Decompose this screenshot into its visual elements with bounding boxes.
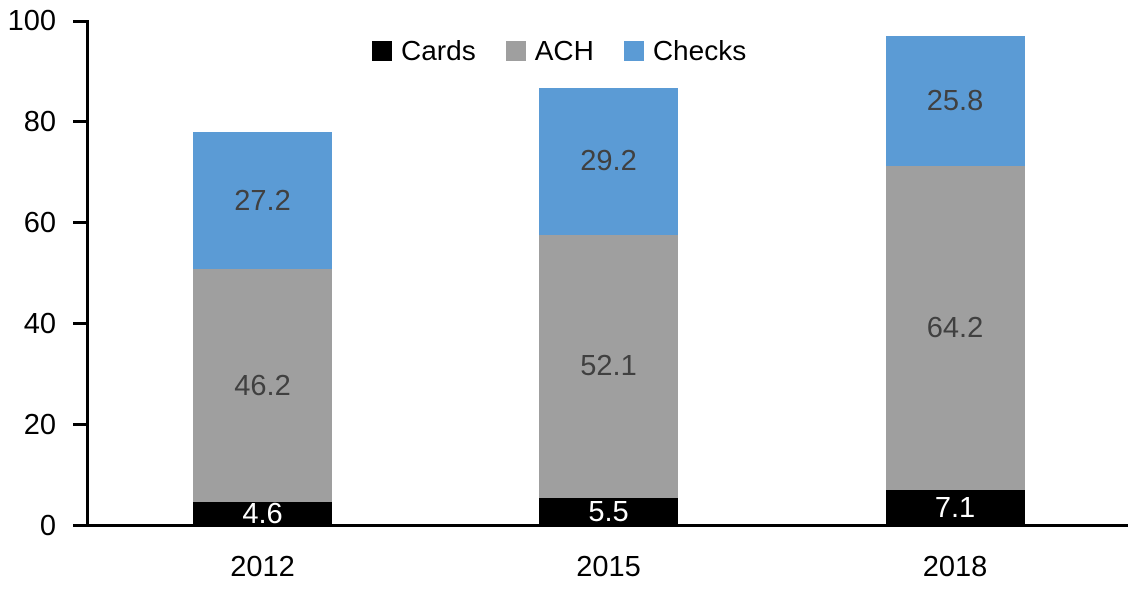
bar-segment-ach [539, 234, 678, 498]
x-axis-label: 2018 [922, 551, 988, 583]
bar-segment-ach [193, 269, 332, 503]
legend-label: ACH [534, 35, 594, 66]
y-axis-tick-label: 80 [23, 105, 56, 138]
data-label-ach: 52.1 [580, 350, 637, 383]
y-axis-line [86, 20, 89, 527]
data-label-cards: 5.5 [588, 495, 629, 528]
data-label-ach: 64.2 [926, 311, 984, 344]
bar-segment-checks [885, 35, 1025, 166]
legend-swatch-checks [623, 41, 644, 61]
bar-segment-checks [193, 131, 332, 270]
legend-swatch-cards [372, 41, 392, 61]
y-axis-tick-label: 20 [23, 408, 56, 441]
bar-segment-cards [539, 497, 678, 526]
legend-label: Checks [652, 35, 747, 66]
y-axis-tick [73, 423, 87, 427]
data-label-checks: 27.2 [234, 184, 291, 217]
y-axis-tick [73, 322, 87, 326]
legend-item-cards: Cards [372, 36, 476, 66]
data-label-checks: 25.8 [926, 84, 984, 117]
y-axis-tick-label: 60 [23, 206, 56, 239]
data-label-cards: 4.6 [242, 497, 283, 530]
y-axis-tick [73, 221, 87, 225]
data-label-checks: 29.2 [580, 145, 637, 178]
bar-segment-checks [539, 87, 678, 235]
legend-label: Cards [401, 35, 476, 66]
x-axis-label: 2012 [230, 551, 295, 583]
y-axis-tick-label: 100 [7, 5, 56, 37]
y-axis-tick [73, 120, 87, 124]
data-label-cards: 7.1 [934, 491, 976, 524]
x-axis-label: 2015 [576, 551, 641, 583]
bar-segment-cards [193, 502, 332, 526]
legend: Cards ACH Checks [372, 36, 746, 66]
legend-item-checks: Checks [623, 35, 747, 66]
x-axis-line [86, 524, 1128, 527]
y-axis-tick [73, 524, 87, 527]
legend-swatch-ach [505, 41, 526, 61]
legend-item-ach: ACH [505, 35, 594, 66]
bar-segment-cards [885, 489, 1025, 526]
y-axis-tick-label: 0 [39, 509, 56, 542]
bar-segment-ach [885, 165, 1025, 490]
data-label-ach: 46.2 [234, 369, 291, 402]
y-axis-tick [73, 19, 87, 23]
y-axis-tick-label: 40 [23, 307, 56, 340]
